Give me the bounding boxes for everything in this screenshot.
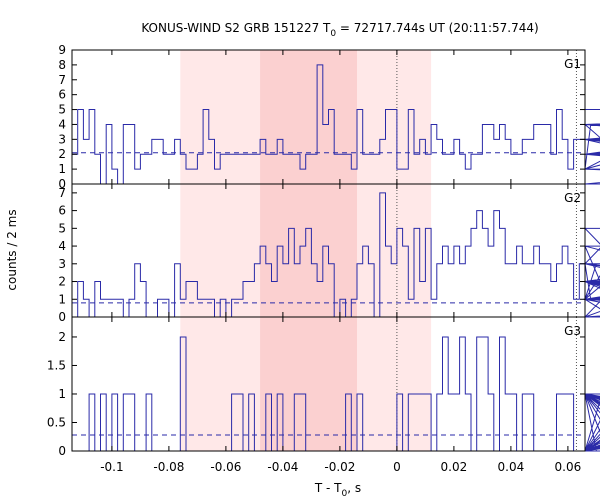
chart-title-main: KONUS-WIND S2 GRB 151227 T [141, 21, 331, 35]
y-tick-label-g2: 0 [58, 310, 66, 324]
panel-label-g1: G1 [564, 57, 581, 71]
x-tick-label: -0.04 [267, 460, 298, 474]
x-axis-label-sub: 0 [342, 489, 348, 499]
x-axis-label-main: T - T [314, 481, 342, 495]
y-tick-label-g2: 3 [58, 257, 66, 271]
chart-title-rest: = 72717.744s UT (20:11:57.744) [336, 21, 539, 35]
panel-g2: 0 1 2 3 4 5 6 7 G2 [58, 183, 600, 324]
x-axis-label-rest: , s [347, 481, 361, 495]
chart-title-sub: 0 [330, 29, 336, 39]
x-tick-label: -0.06 [210, 460, 241, 474]
y-tick-label-g1: 4 [58, 117, 66, 131]
x-tick-label: -0.02 [324, 460, 355, 474]
y-tick-label-g1: 9 [58, 43, 66, 57]
y-tick-label-g3: 0 [58, 444, 66, 458]
y-tick-label-g3: 2 [58, 330, 66, 344]
y-tick-label-g2: 7 [58, 186, 66, 200]
x-tick-label: -0.08 [153, 460, 184, 474]
dark-band-g1 [260, 50, 357, 184]
y-tick-label-g1: 6 [58, 88, 66, 102]
y-tick-label-g1: 1 [58, 162, 66, 176]
y-tick-label-g1: 3 [58, 132, 66, 146]
panel-label-g3: G3 [564, 324, 581, 338]
y-tick-label-g2: 1 [58, 292, 66, 306]
y-tick-label-g2: 4 [58, 239, 66, 253]
dark-band-g3 [260, 317, 357, 451]
dark-band-g2 [260, 184, 357, 317]
y-tick-label-g1: 5 [58, 103, 66, 117]
y-tick-label-g2: 6 [58, 204, 66, 218]
y-tick-label-g3: 1 [58, 387, 66, 401]
panel-g3: 0 0.5 1 1.5 2 G3 [47, 316, 600, 458]
x-tick-label: -0.1 [100, 460, 123, 474]
x-axis-label: T - T0, s [314, 481, 361, 499]
x-tick-label: 0.02 [441, 460, 468, 474]
panel-frame-g3 [71, 316, 586, 452]
y-tick-label-g1: 8 [58, 58, 66, 72]
y-tick-label-g1: 7 [58, 73, 66, 87]
x-tick-label: 0.06 [555, 460, 582, 474]
y-tick-label-g3: 0.5 [47, 415, 66, 429]
y-tick-label-g2: 2 [58, 275, 66, 289]
panel-label-g2: G2 [564, 191, 581, 205]
x-tick-label: 0 [393, 460, 401, 474]
y-tick-label-g2: 5 [58, 221, 66, 235]
series-line-g1 [72, 64, 600, 185]
y-axis-label: counts / 2 ms [5, 209, 19, 290]
x-tick-label: 0.04 [498, 460, 525, 474]
y-tick-label-g3: 1.5 [47, 358, 66, 372]
chart-title: KONUS-WIND S2 GRB 151227 T0 = 72717.744s… [141, 21, 538, 39]
y-tick-label-g1: 0 [58, 177, 66, 191]
y-tick-label-g1: 2 [58, 147, 66, 161]
